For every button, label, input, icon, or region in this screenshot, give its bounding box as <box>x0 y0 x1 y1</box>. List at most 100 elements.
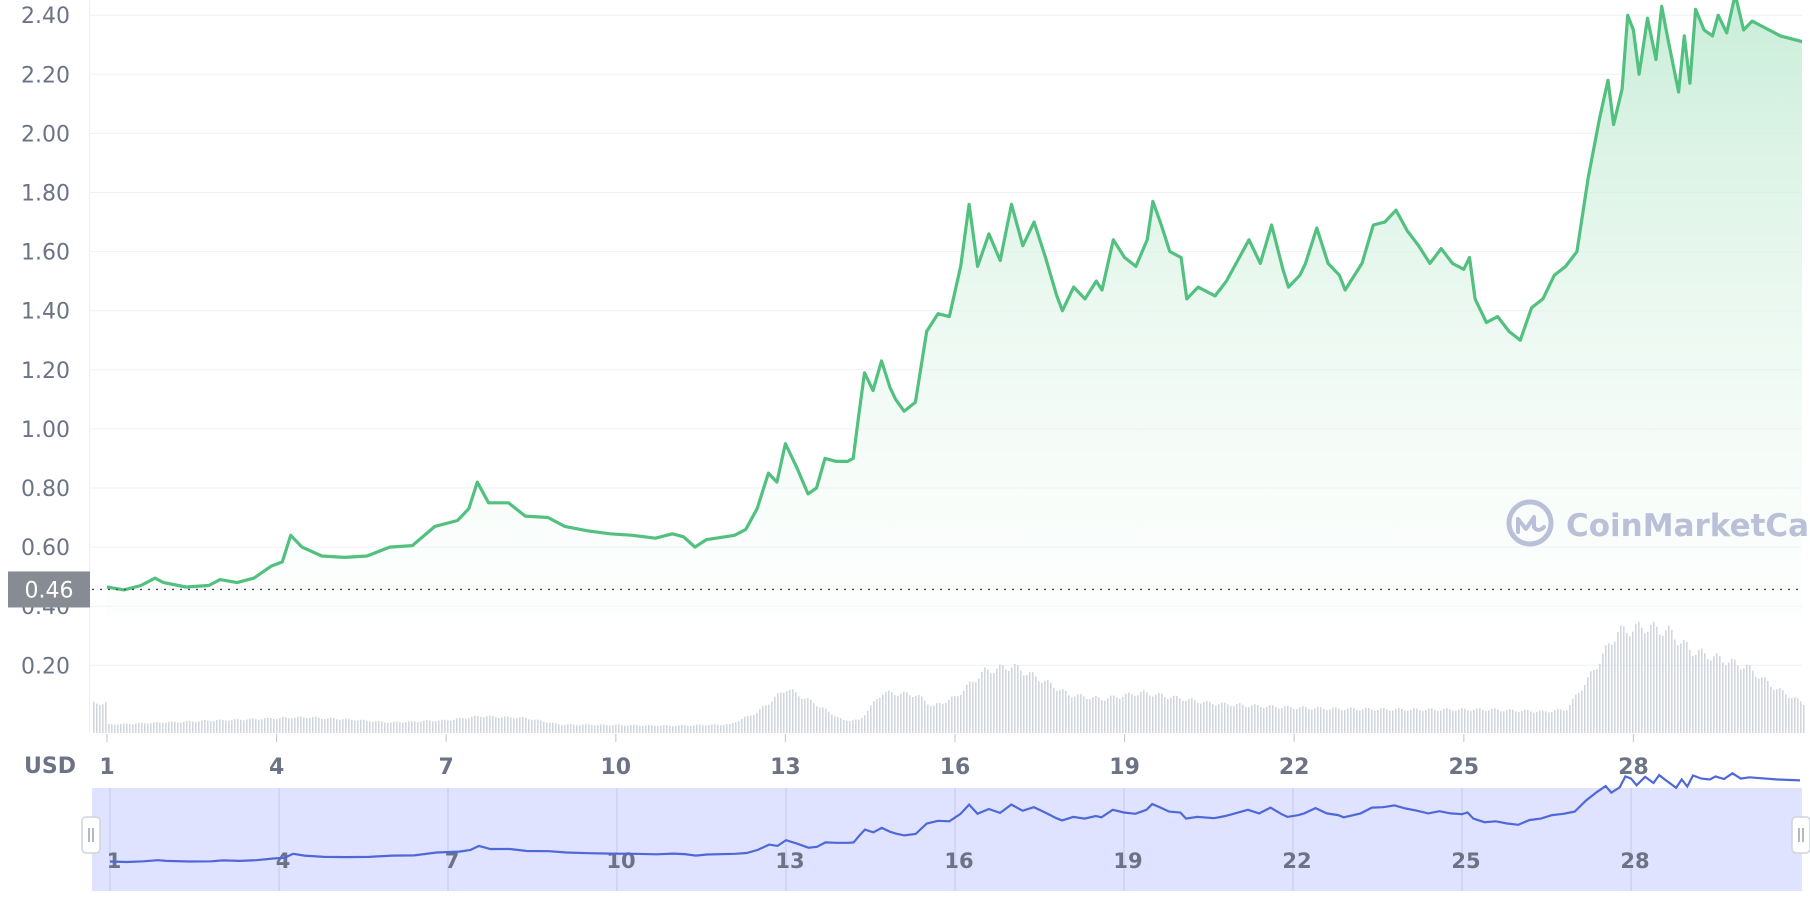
volume-bar <box>186 720 188 733</box>
volume-bar <box>1380 708 1382 733</box>
volume-bar <box>1761 677 1763 733</box>
volume-bar <box>1413 708 1415 733</box>
volume-bar <box>1317 706 1319 733</box>
navigator-right-handle[interactable] <box>1791 816 1810 854</box>
volume-bar <box>768 704 770 733</box>
volume-bar <box>603 724 605 733</box>
volume-bar <box>1668 625 1670 733</box>
volume-bar <box>918 694 920 733</box>
volume-bar <box>1242 704 1244 733</box>
volume-bar <box>747 715 749 733</box>
volume-bar <box>150 723 152 733</box>
volume-bar <box>1074 696 1076 733</box>
volume-bar <box>1764 676 1766 733</box>
volume-bar <box>1551 712 1553 733</box>
volume-bar <box>420 721 422 733</box>
volume-bar <box>807 697 809 733</box>
volume-bar <box>705 725 707 733</box>
volume-bar <box>987 669 989 733</box>
volume-bar <box>1098 697 1100 733</box>
navigator-left-handle[interactable] <box>81 816 101 854</box>
y-tick-label: 1.40 <box>21 300 70 325</box>
volume-bar <box>195 721 197 733</box>
volume-bar <box>147 723 149 733</box>
volume-bar <box>168 722 170 733</box>
volume-bar <box>402 722 404 733</box>
volume-bar <box>228 720 230 733</box>
volume-bar <box>1383 707 1385 733</box>
volume-bar <box>1587 677 1589 733</box>
volume-bar <box>1635 623 1637 733</box>
volume-bar <box>1308 708 1310 733</box>
volume-bar <box>564 724 566 733</box>
volume-bar <box>261 719 263 733</box>
navigator-x-label: 13 <box>775 849 804 873</box>
volume-bar <box>1191 698 1193 733</box>
volume-bar <box>633 724 635 733</box>
volume-bar <box>381 721 383 733</box>
volume-bar <box>1737 665 1739 733</box>
y-tick-label: 2.00 <box>21 122 70 147</box>
volume-bar <box>1485 711 1487 733</box>
volume-bar <box>555 723 557 733</box>
volume-bar <box>1062 689 1064 733</box>
volume-bar <box>1038 681 1040 733</box>
volume-bar <box>1491 708 1493 733</box>
current-price-badge <box>8 571 90 608</box>
volume-bar <box>690 725 692 733</box>
volume-bar <box>1458 709 1460 733</box>
volume-bar <box>1521 711 1523 733</box>
volume-bar <box>135 723 137 733</box>
volume-bar <box>438 720 440 733</box>
volume-bar <box>1692 655 1694 733</box>
volume-bar <box>1092 697 1094 733</box>
x-tick-label: 4 <box>269 755 284 780</box>
volume-bar <box>1266 706 1268 733</box>
volume-bar <box>1455 710 1457 733</box>
volume-bar <box>357 720 359 733</box>
volume-bar <box>1488 710 1490 733</box>
volume-bar <box>894 695 896 733</box>
volume-bar <box>171 721 173 733</box>
volume-bar <box>582 724 584 733</box>
volume-bar <box>504 716 506 733</box>
volume-bar <box>900 693 902 733</box>
volume-bar <box>123 723 125 733</box>
volume-bar <box>117 724 119 733</box>
volume-bar <box>1281 707 1283 733</box>
volume-bar <box>165 722 167 733</box>
x-tick-label: 16 <box>940 755 971 780</box>
volume-bar <box>1341 710 1343 733</box>
volume-bar <box>1653 621 1655 733</box>
volume-bar <box>1347 708 1349 733</box>
volume-bar <box>342 719 344 733</box>
volume-bar <box>594 725 596 733</box>
volume-bar <box>1095 695 1097 733</box>
volume-bar <box>750 715 752 733</box>
volume-bar <box>102 704 104 733</box>
volume-bar <box>1779 688 1781 733</box>
navigator-background[interactable] <box>92 788 1802 891</box>
volume-bar <box>1128 692 1130 733</box>
volume-bar <box>762 706 764 733</box>
volume-bar <box>1101 700 1103 733</box>
volume-bar <box>1275 707 1277 733</box>
volume-bar <box>1218 704 1220 733</box>
volume-bar <box>1320 707 1322 733</box>
volume-bar <box>1146 692 1148 733</box>
volume-bar <box>720 725 722 733</box>
volume-bar <box>795 691 797 733</box>
volume-bar <box>219 719 221 733</box>
volume-bar <box>849 721 851 733</box>
volume-bar <box>1791 698 1793 733</box>
range-navigator[interactable]: 1 4 7 10 13 16 19 22 25 28 <box>81 771 1810 891</box>
volume-bar <box>1617 632 1619 733</box>
volume-bar <box>1164 696 1166 733</box>
volume-bar <box>105 702 107 733</box>
volume-bar <box>744 716 746 733</box>
volume-bar <box>1044 680 1046 733</box>
volume-bar <box>201 720 203 733</box>
volume-bar <box>588 724 590 733</box>
volume-bar <box>1461 708 1463 733</box>
